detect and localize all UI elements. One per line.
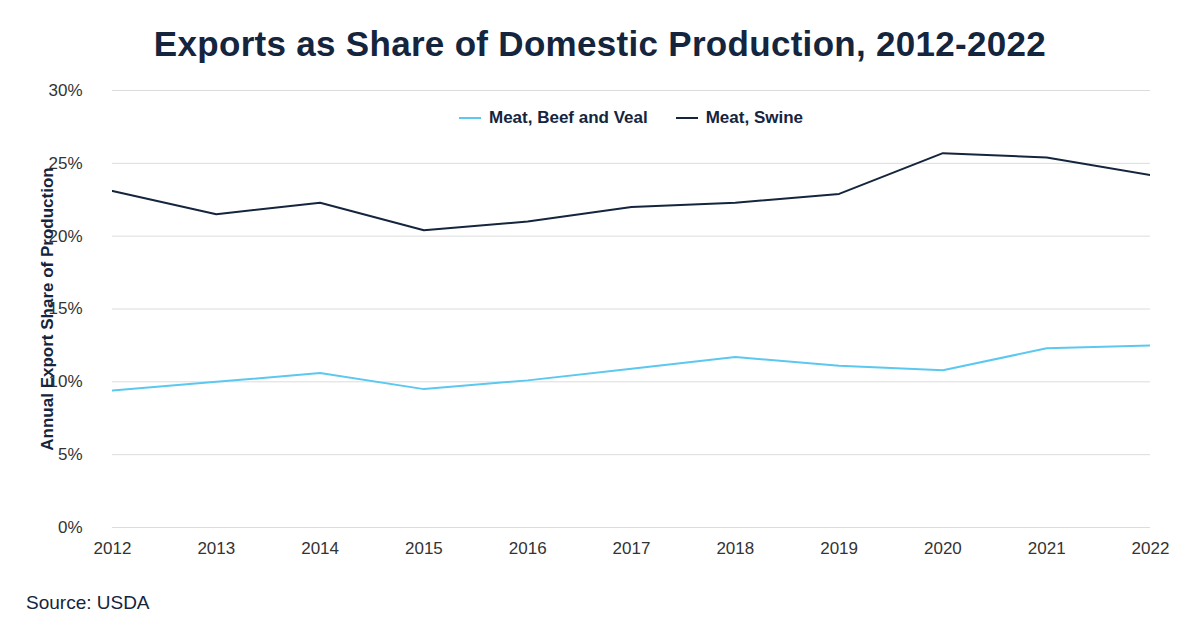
svg-text:2021: 2021: [1028, 539, 1066, 558]
svg-text:10%: 10%: [48, 372, 83, 392]
svg-text:0%: 0%: [58, 518, 83, 537]
svg-text:2020: 2020: [924, 539, 962, 558]
svg-text:2017: 2017: [613, 539, 651, 558]
svg-text:2014: 2014: [301, 539, 339, 558]
svg-text:5%: 5%: [58, 445, 83, 464]
svg-text:30%: 30%: [48, 81, 82, 100]
svg-text:2012: 2012: [94, 539, 132, 558]
svg-text:Annual Export Share of Product: Annual Export Share of Production: [38, 167, 57, 450]
svg-text:20%: 20%: [48, 226, 83, 246]
svg-text:2016: 2016: [509, 539, 547, 558]
svg-text:2018: 2018: [716, 539, 754, 558]
html-text:Exports as Share of Domestic P: Exports as Share of Domestic Production,…: [153, 24, 1047, 63]
svg-text:2022: 2022: [1132, 539, 1170, 558]
svg-text:25%: 25%: [48, 153, 83, 173]
svg-text:2013: 2013: [197, 539, 235, 558]
html-text:Source: USDA: Source: USDA: [26, 592, 150, 613]
html-text:Meat, Beef and Veal: Meat, Beef and Veal: [489, 108, 648, 127]
svg-text:2019: 2019: [820, 539, 858, 558]
html-text:Meat, Swine: Meat, Swine: [705, 108, 803, 127]
svg-text:15%: 15%: [48, 299, 83, 319]
svg-text:2015: 2015: [405, 539, 443, 558]
